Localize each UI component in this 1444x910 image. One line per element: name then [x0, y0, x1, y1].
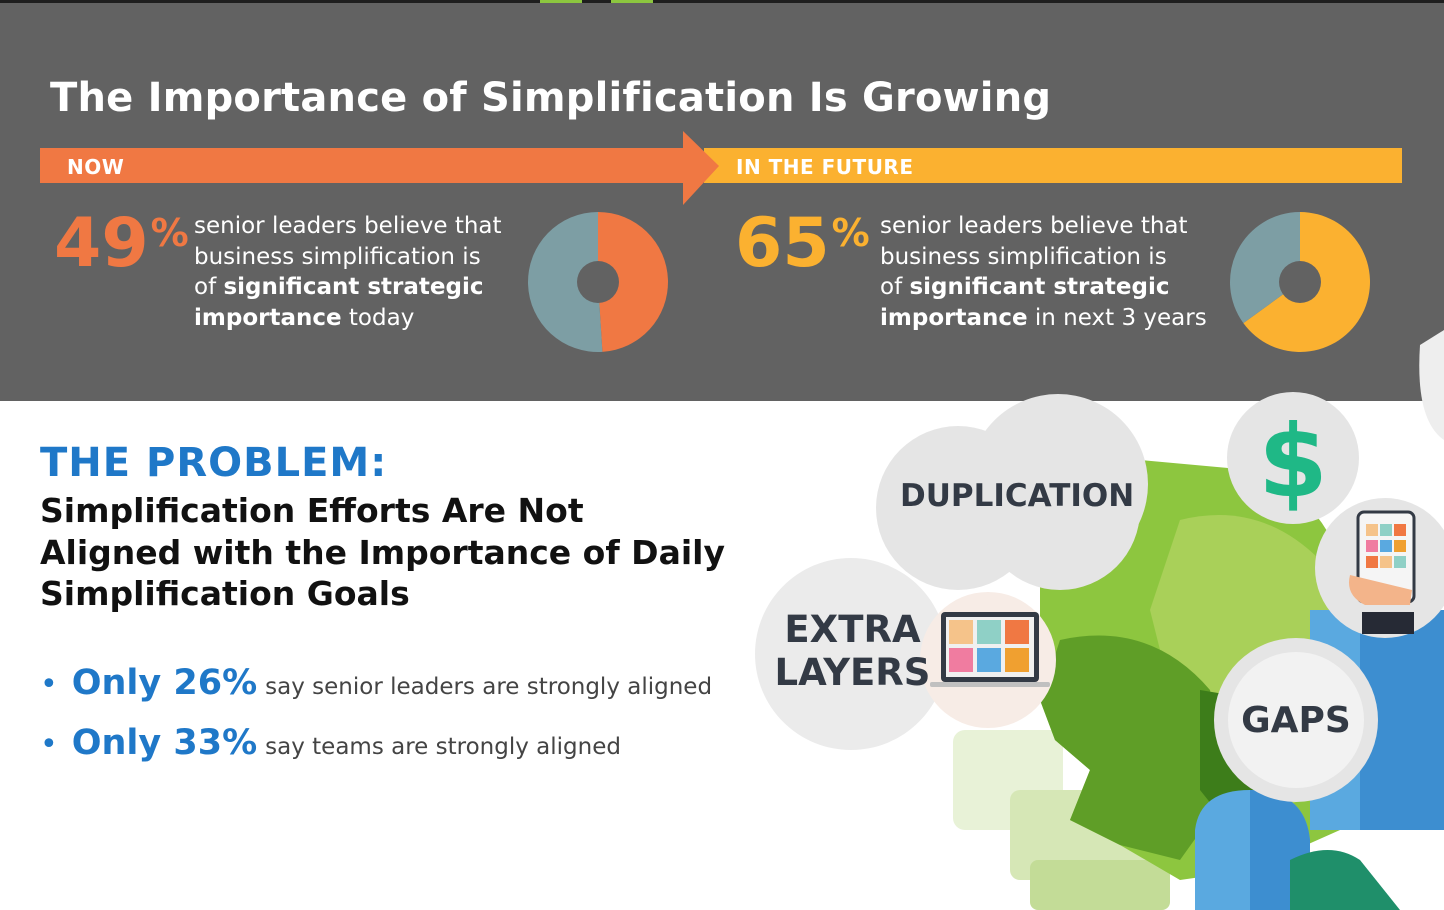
head-shadow [1040, 635, 1230, 860]
future-percent: 65% [735, 210, 870, 278]
desc-line: of significant strategic [194, 274, 484, 300]
top-border [0, 0, 1444, 3]
desc-line: business simplification is [194, 243, 481, 270]
now-description: senior leaders believe that business sim… [194, 211, 502, 333]
edge-circle [1419, 330, 1444, 440]
donut-charts [528, 212, 1370, 353]
dollar-bubble [1227, 392, 1359, 524]
extra-layers-label: EXTRA LAYERS [774, 608, 931, 694]
future-band [704, 148, 1402, 183]
list-item: • Only 26% say senior leaders are strong… [40, 663, 712, 703]
bullet-highlight: Only 26% [71, 663, 258, 703]
bullet-dot: • [40, 727, 58, 762]
extra-layers-bubble [755, 558, 947, 750]
teal-figure [1290, 850, 1400, 910]
timeline-band [40, 131, 1402, 205]
top-accent-tick [540, 0, 582, 3]
gaps-bubble [1228, 652, 1364, 788]
desc-line: senior leaders believe that [194, 213, 502, 239]
bullet-dot: • [40, 667, 58, 702]
desc-line: of significant strategic [880, 274, 1170, 300]
bullet-text: say senior leaders are strongly aligned [265, 674, 713, 700]
future-description: senior leaders believe that business sim… [880, 211, 1207, 333]
desc-line: business simplification is [880, 243, 1167, 270]
future-donut-chart [1229, 212, 1370, 353]
dollar-icon: $ [1258, 403, 1328, 520]
timeline-arrow-head [683, 131, 719, 205]
duplication-label: DUPLICATION [900, 478, 1135, 514]
page-title: The Importance of Simplification Is Grow… [50, 75, 1052, 121]
list-item: • Only 33% say teams are strongly aligne… [40, 723, 621, 763]
bullet-highlight: Only 33% [71, 723, 258, 763]
future-label: IN THE FUTURE [736, 155, 914, 179]
now-percent-unit: % [150, 211, 189, 255]
problem-heading: THE PROBLEM: [40, 440, 388, 486]
importance-panel: The Importance of Simplification Is Grow… [0, 3, 1444, 401]
donut-hole [1279, 261, 1321, 303]
now-band [40, 148, 692, 183]
desc-line: importance in next 3 years [880, 304, 1207, 331]
donut-slice [1229, 212, 1300, 324]
desc-line: importance today [194, 304, 415, 331]
donut-slice [528, 212, 603, 352]
gaps-label: GAPS [1241, 700, 1351, 741]
now-label: NOW [67, 155, 125, 179]
speech-bubble-shape [1030, 860, 1170, 910]
future-percent-value: 65 [735, 204, 830, 283]
now-percent-value: 49 [54, 204, 149, 283]
desc-line: senior leaders believe that [880, 213, 1188, 239]
now-donut-chart [528, 212, 669, 352]
future-percent-unit: % [831, 211, 870, 255]
laptop-icon [930, 612, 1050, 687]
donut-hole [577, 261, 619, 303]
top-accent-tick [611, 0, 653, 3]
bullet-text: say teams are strongly aligned [265, 734, 621, 760]
phone-icon [1349, 510, 1416, 634]
duplication-cloud [980, 430, 1140, 590]
problem-subtitle: Simplification Efforts Are Not Aligned w… [40, 491, 725, 613]
now-percent: 49% [54, 210, 189, 278]
donut-slice [598, 212, 669, 352]
